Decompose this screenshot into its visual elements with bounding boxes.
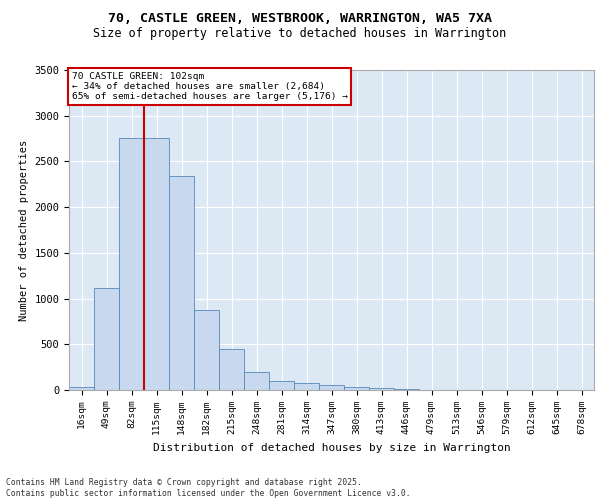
Bar [269, 381, 294, 390]
Bar [69, 387, 94, 390]
X-axis label: Distribution of detached houses by size in Warrington: Distribution of detached houses by size … [152, 442, 511, 452]
Text: 70, CASTLE GREEN, WESTBROOK, WARRINGTON, WA5 7XA: 70, CASTLE GREEN, WESTBROOK, WARRINGTON,… [108, 12, 492, 26]
Text: 70 CASTLE GREEN: 102sqm
← 34% of detached houses are smaller (2,684)
65% of semi: 70 CASTLE GREEN: 102sqm ← 34% of detache… [71, 72, 347, 102]
Bar [144, 138, 169, 390]
Text: Contains HM Land Registry data © Crown copyright and database right 2025.
Contai: Contains HM Land Registry data © Crown c… [6, 478, 410, 498]
Y-axis label: Number of detached properties: Number of detached properties [19, 140, 29, 320]
Bar [369, 388, 394, 390]
Bar [394, 389, 419, 390]
Text: Size of property relative to detached houses in Warrington: Size of property relative to detached ho… [94, 28, 506, 40]
Bar [319, 386, 344, 390]
Bar [294, 382, 319, 390]
Bar [119, 138, 144, 390]
Bar [194, 310, 219, 390]
Bar [169, 176, 194, 390]
Bar [94, 288, 119, 390]
Bar [344, 388, 369, 390]
Bar [244, 372, 269, 390]
Bar [219, 350, 244, 390]
